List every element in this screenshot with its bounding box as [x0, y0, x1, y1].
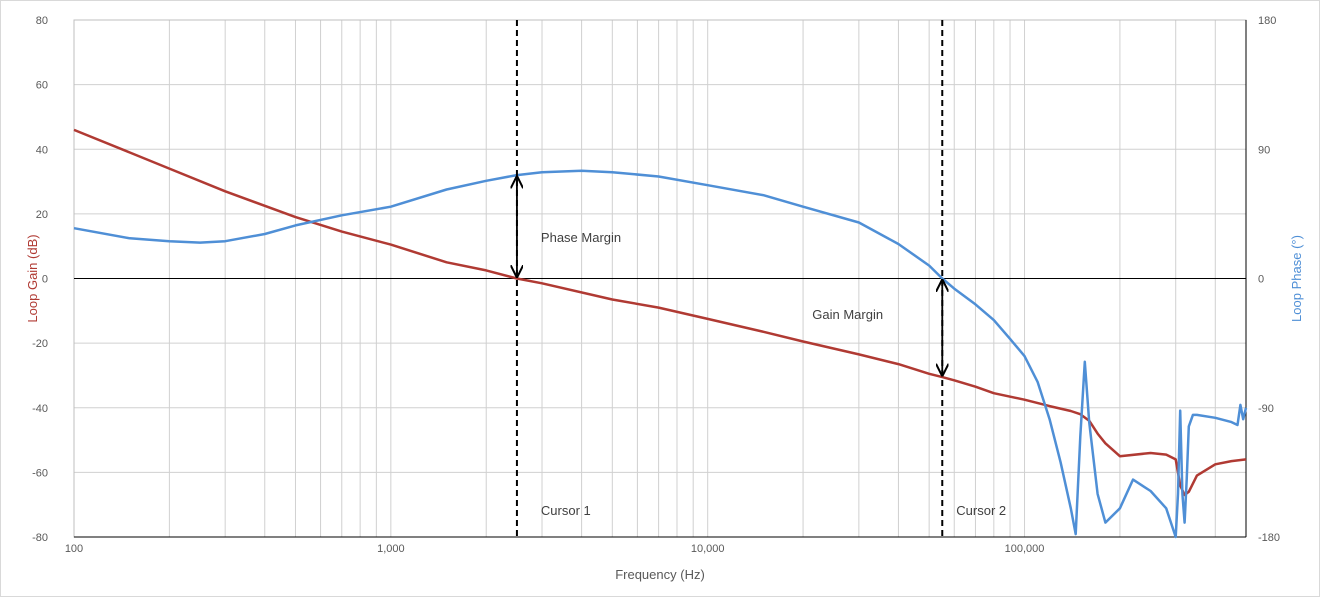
y-tick-label: 80	[36, 15, 48, 27]
y2-axis-title: Loop Phase (°)	[1289, 235, 1304, 322]
cursor-2-label: Cursor 2	[956, 503, 1006, 518]
y-tick-label: -20	[32, 338, 48, 350]
y-tick-label: 60	[36, 80, 48, 92]
y-tick-label: -80	[32, 532, 48, 544]
y-tick-label: -40	[32, 403, 48, 415]
y2-tick-label: -180	[1258, 532, 1280, 544]
y2-tick-label: 0	[1258, 274, 1264, 286]
x-tick-label: 100,000	[1005, 543, 1045, 555]
y2-tick-label: 90	[1258, 144, 1270, 156]
x-tick-label: 100	[65, 543, 83, 555]
phase-margin-label: Phase Margin	[541, 230, 621, 245]
x-axis-title: Frequency (Hz)	[615, 567, 705, 582]
tick-labels: 100 1,000 10,000 100,000 -80 -60 -40 -20 0 20 40 60…	[32, 15, 1280, 555]
series-layer	[73, 128, 1248, 539]
y-axis-title: Loop Gain (dB)	[25, 234, 40, 322]
cursor-layer	[517, 20, 942, 537]
y-tick-label: 40	[36, 144, 48, 156]
y-tick-label: 0	[42, 274, 48, 286]
cursor-1-label: Cursor 1	[541, 503, 591, 518]
y-tick-label: 20	[36, 209, 48, 221]
loop-gain-line	[73, 128, 1247, 497]
gain-margin-label: Gain Margin	[812, 307, 883, 322]
y2-tick-label: -90	[1258, 403, 1274, 415]
x-tick-label: 10,000	[691, 543, 725, 555]
x-tick-label: 1,000	[377, 543, 405, 555]
y2-tick-label: 180	[1258, 15, 1276, 27]
grid	[73, 19, 1247, 538]
loop-phase-line	[73, 169, 1248, 539]
y-tick-label: -60	[32, 467, 48, 479]
